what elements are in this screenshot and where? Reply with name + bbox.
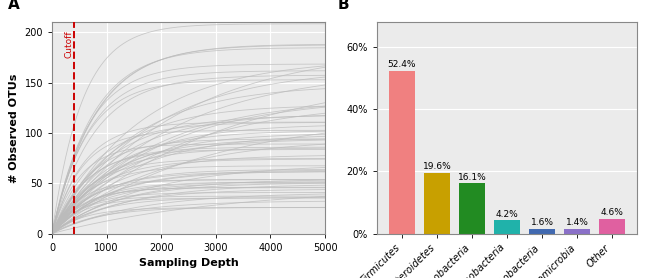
- Bar: [599, 219, 625, 234]
- Text: A: A: [8, 0, 20, 12]
- Y-axis label: # Observed OTUs: # Observed OTUs: [9, 73, 19, 183]
- X-axis label: Sampling Depth: Sampling Depth: [138, 258, 239, 268]
- Text: 52.4%: 52.4%: [387, 60, 416, 69]
- Text: B: B: [338, 0, 350, 12]
- Bar: [564, 229, 590, 234]
- Text: 1.4%: 1.4%: [566, 218, 588, 227]
- Bar: [389, 71, 415, 234]
- Text: 4.6%: 4.6%: [601, 208, 623, 217]
- Text: 16.1%: 16.1%: [458, 173, 486, 182]
- Text: 1.6%: 1.6%: [530, 218, 554, 227]
- Bar: [529, 229, 555, 234]
- Bar: [494, 220, 520, 234]
- Text: Cutoff: Cutoff: [64, 30, 73, 58]
- Bar: [459, 183, 485, 234]
- Text: 19.6%: 19.6%: [422, 162, 451, 171]
- Text: 4.2%: 4.2%: [495, 210, 519, 219]
- Bar: [424, 173, 450, 234]
